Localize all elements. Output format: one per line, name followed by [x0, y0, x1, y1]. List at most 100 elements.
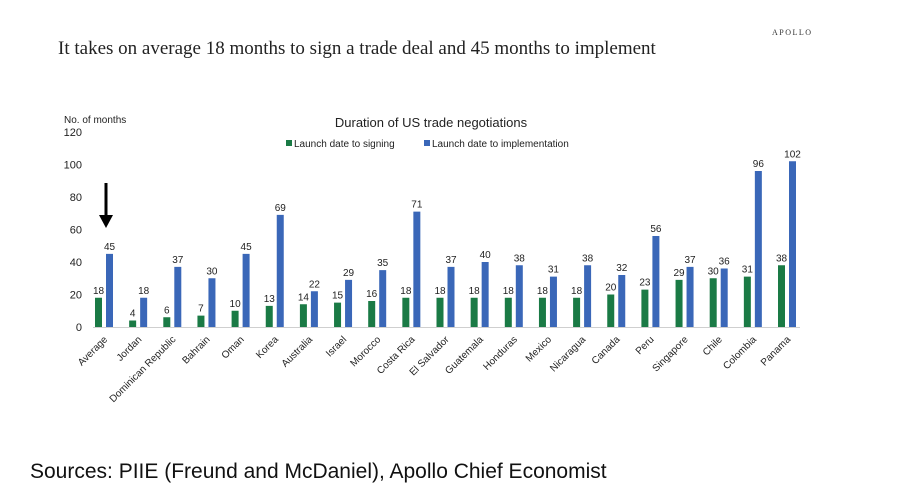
data-label-implementation: 31	[548, 265, 560, 276]
bar-signing	[334, 302, 342, 327]
y-tick-label: 40	[70, 257, 82, 269]
sources-note: Sources: PIIE (Freund and McDaniel), Apo…	[30, 460, 607, 483]
bar-signing	[368, 301, 376, 327]
x-tick-label: Honduras	[481, 334, 519, 372]
x-tick-label: Morocco	[348, 334, 383, 369]
bar-implementation	[754, 171, 762, 327]
bar-implementation	[720, 268, 728, 327]
bar-chart: Duration of US trade negotiations No. of…	[64, 115, 802, 405]
bar-signing	[163, 317, 171, 327]
data-label-implementation: 37	[445, 255, 457, 266]
x-tick-label: Australia	[280, 334, 316, 370]
data-label-signing: 20	[605, 283, 617, 294]
bar-implementation	[686, 266, 694, 327]
x-tick-label: Panama	[759, 334, 793, 368]
x-tick-label: Korea	[254, 334, 281, 361]
data-label-implementation: 96	[753, 159, 765, 170]
data-label-signing: 16	[366, 289, 378, 300]
bar-implementation	[618, 275, 626, 327]
bar-implementation	[549, 276, 557, 327]
bar-signing	[709, 278, 717, 327]
bar-implementation	[276, 214, 284, 327]
bar-implementation	[208, 278, 216, 327]
x-tick-label: Mexico	[524, 334, 554, 364]
data-label-implementation: 45	[104, 242, 116, 253]
data-label-signing: 10	[230, 299, 242, 310]
data-label-signing: 18	[400, 286, 412, 297]
x-tick-label: Nicaragua	[548, 334, 588, 374]
x-tick-label: Bahrain	[180, 334, 212, 366]
data-label-signing: 18	[503, 286, 515, 297]
y-tick-label: 0	[76, 322, 82, 334]
bar-signing	[436, 297, 444, 327]
y-axis-ticks: 0 20 40 60 80 100 120	[64, 127, 82, 334]
bar-signing	[231, 310, 239, 327]
bar-implementation	[789, 161, 796, 327]
bar-signing	[265, 305, 273, 327]
bar-implementation	[242, 253, 250, 327]
data-label-implementation: 40	[480, 250, 492, 261]
data-label-implementation: 36	[719, 257, 731, 268]
data-label-signing: 7	[198, 304, 204, 315]
page-headline: It takes on average 18 months to sign a …	[58, 38, 656, 59]
x-tick-label: Colombia	[721, 334, 759, 372]
x-tick-label: Israel	[324, 334, 349, 359]
bar-signing	[299, 304, 307, 327]
bar-implementation	[413, 211, 421, 327]
bar-signing	[402, 297, 410, 327]
average-arrow-icon	[99, 183, 113, 228]
x-tick-label: Average	[76, 334, 110, 368]
bar-signing	[504, 297, 512, 327]
y-tick-label: 120	[64, 127, 82, 139]
y-tick-label: 20	[70, 290, 82, 302]
data-label-implementation: 38	[582, 253, 594, 264]
x-tick-label: Singapore	[651, 334, 691, 374]
bar-signing	[675, 279, 683, 327]
x-tick-label: Oman	[220, 334, 247, 361]
legend-swatch-implementation	[424, 140, 430, 146]
bar-signing	[538, 297, 546, 327]
x-tick-label: Chile	[701, 334, 725, 358]
bar-implementation	[515, 265, 523, 327]
y-tick-label: 80	[70, 192, 82, 204]
data-label-implementation: 32	[616, 263, 628, 274]
data-label-signing: 4	[130, 309, 136, 320]
bar-signing	[470, 297, 478, 327]
y-axis-label: No. of months	[64, 115, 126, 126]
y-tick-label: 60	[70, 225, 82, 237]
data-label-implementation: 18	[138, 286, 150, 297]
bar-signing	[573, 297, 581, 327]
data-label-implementation: 71	[411, 200, 423, 211]
x-tick-label: Dominican Republic	[108, 334, 179, 405]
bar-implementation	[481, 262, 489, 327]
bar-signing	[197, 315, 205, 327]
data-label-signing: 29	[673, 268, 685, 279]
bar-implementation	[584, 265, 592, 327]
data-label-implementation: 37	[172, 255, 184, 266]
bars: 18 45 4 18 6 37 7 30 10 45 13 69 14 22 15 29 16 35 18 71 18 3…	[93, 149, 801, 327]
data-label-implementation: 22	[309, 279, 321, 290]
data-label-implementation: 37	[684, 255, 696, 266]
legend-swatch-signing	[286, 140, 292, 146]
bar-signing	[743, 276, 751, 327]
data-label-signing: 31	[742, 265, 754, 276]
bar-implementation	[310, 291, 318, 327]
data-label-signing: 14	[298, 292, 310, 303]
data-label-implementation: 38	[514, 253, 526, 264]
legend-label-implementation: Launch date to implementation	[432, 139, 569, 150]
data-label-signing: 30	[708, 266, 720, 277]
x-tick-label: Jordan	[115, 334, 144, 363]
bar-implementation	[379, 270, 387, 327]
data-label-implementation: 102	[784, 149, 801, 160]
data-label-signing: 6	[164, 305, 170, 316]
data-label-implementation: 29	[343, 268, 355, 279]
bar-signing	[129, 320, 137, 327]
data-label-implementation: 30	[206, 266, 218, 277]
data-label-signing: 18	[537, 286, 549, 297]
bar-signing	[95, 297, 102, 327]
bar-implementation	[106, 253, 113, 327]
bar-implementation	[447, 266, 455, 327]
data-label-signing: 18	[469, 286, 481, 297]
data-label-signing: 23	[639, 278, 651, 289]
bar-implementation	[345, 279, 353, 327]
